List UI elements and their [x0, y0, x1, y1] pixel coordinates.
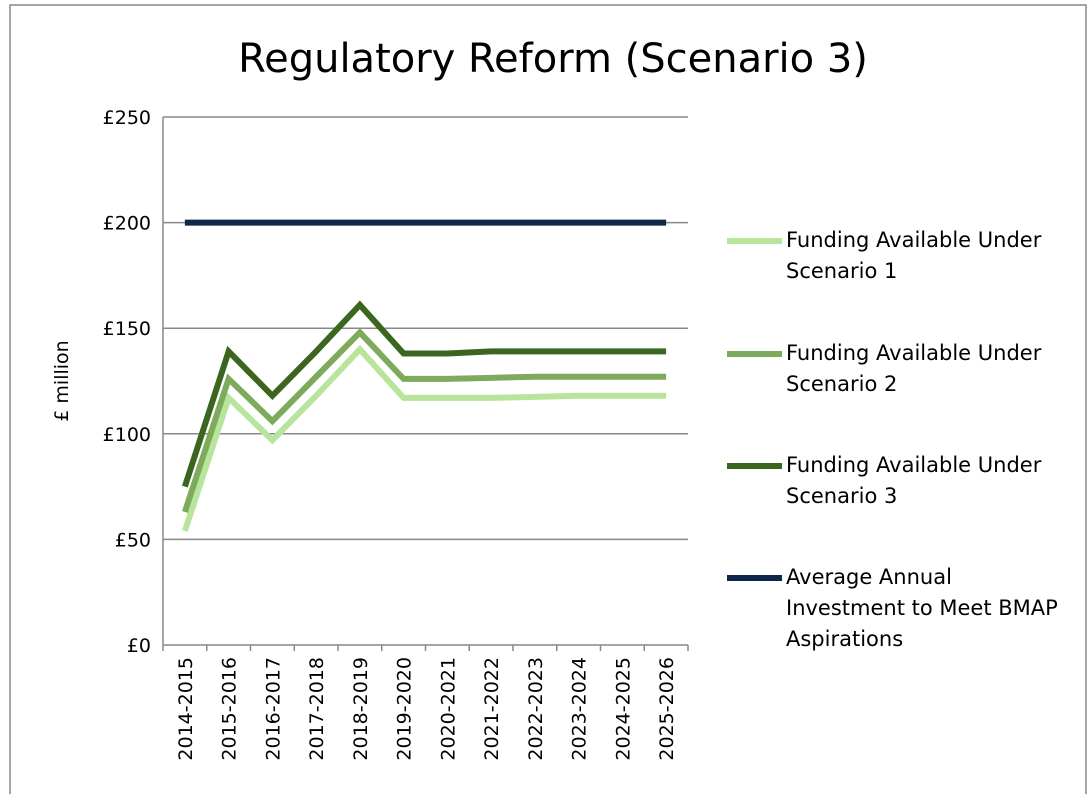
series-line — [182, 300, 667, 488]
x-tick-label: 2024-2025 — [612, 657, 634, 761]
x-tick-label: 2022-2023 — [525, 657, 547, 761]
series-line — [182, 344, 667, 532]
legend-label: Funding Available Under Scenario 1 — [786, 228, 1042, 283]
x-tick-label: 2016-2017 — [262, 657, 284, 761]
x-tick-label: 2017-2018 — [306, 657, 328, 761]
legend-label: Average Annual Investment to Meet BMAP A… — [786, 565, 1058, 651]
x-tick-label: 2020-2021 — [437, 657, 459, 761]
y-tick-label: £50 — [115, 529, 151, 551]
x-tick-label: 2023-2024 — [569, 657, 591, 761]
x-tick-label: 2015-2016 — [219, 657, 241, 761]
y-axis-label: £ million — [51, 340, 73, 421]
chart-title: Regulatory Reform (Scenario 3) — [238, 36, 868, 82]
x-tick-label: 2025-2026 — [656, 657, 678, 761]
y-tick-label: £0 — [127, 635, 151, 657]
y-tick-label: £150 — [103, 318, 151, 340]
legend-label: Funding Available Under Scenario 2 — [786, 341, 1042, 396]
x-tick-label: 2019-2020 — [394, 657, 416, 761]
y-tick-label: £200 — [103, 213, 151, 235]
legend-label: Funding Available Under Scenario 3 — [786, 453, 1042, 508]
series-line — [182, 328, 667, 513]
x-tick-label: 2014-2015 — [175, 657, 197, 761]
x-tick-label: 2021-2022 — [481, 657, 503, 761]
y-tick-label: £100 — [103, 424, 151, 446]
x-tick-label: 2018-2019 — [350, 657, 372, 761]
y-tick-label: £250 — [103, 107, 151, 129]
